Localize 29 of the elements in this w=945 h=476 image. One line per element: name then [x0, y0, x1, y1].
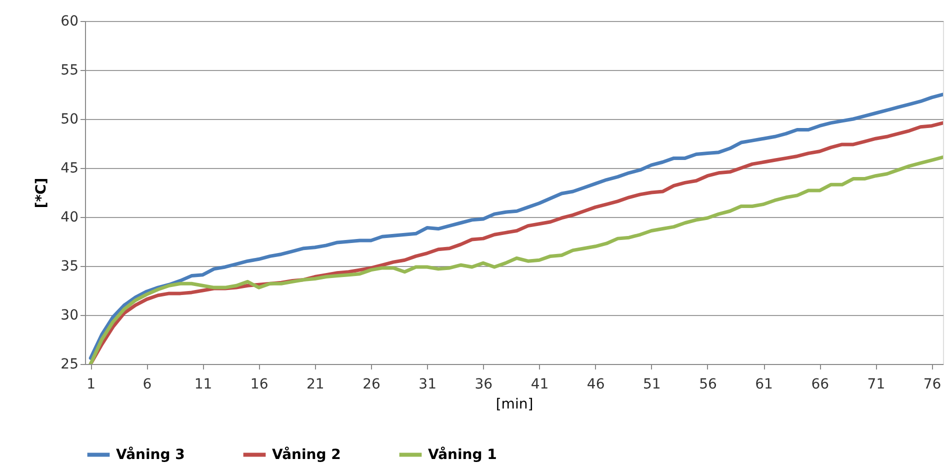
x-tick-label: 51: [642, 376, 661, 392]
x-tick-label: 71: [867, 376, 886, 392]
x-tick-label: 46: [586, 376, 605, 392]
y-tick-label: 55: [60, 62, 78, 78]
x-tick-label: 66: [811, 376, 830, 392]
x-tick-label: 6: [142, 376, 152, 392]
x-tick-label: 16: [250, 376, 268, 392]
x-tick-label: 36: [474, 376, 493, 392]
x-tick-label: 11: [194, 376, 212, 392]
x-tick-label: 76: [923, 376, 942, 392]
x-tick-label: 21: [306, 376, 324, 392]
x-axis-title: [min]: [496, 396, 534, 412]
legend-label: Våning 3: [116, 446, 185, 463]
x-tick-label: 61: [755, 376, 773, 392]
y-tick-label: 50: [60, 112, 78, 128]
y-tick-label: 40: [60, 210, 78, 226]
x-tick-label: 41: [530, 376, 549, 392]
y-tick-label: 60: [60, 14, 78, 30]
y-tick-label: 25: [60, 356, 78, 372]
x-tick-label: 1: [86, 376, 96, 392]
x-tick-label: 56: [699, 376, 717, 392]
x-tick-label: 31: [418, 376, 436, 392]
x-tick-label: 26: [362, 376, 380, 392]
y-tick-label: 30: [60, 308, 78, 324]
legend-label: Våning 2: [272, 446, 341, 463]
y-axis-title: [*C]: [34, 178, 50, 208]
y-tick-label: 45: [60, 160, 78, 176]
y-tick-label: 35: [60, 258, 78, 274]
legend-label: Våning 1: [428, 446, 497, 463]
